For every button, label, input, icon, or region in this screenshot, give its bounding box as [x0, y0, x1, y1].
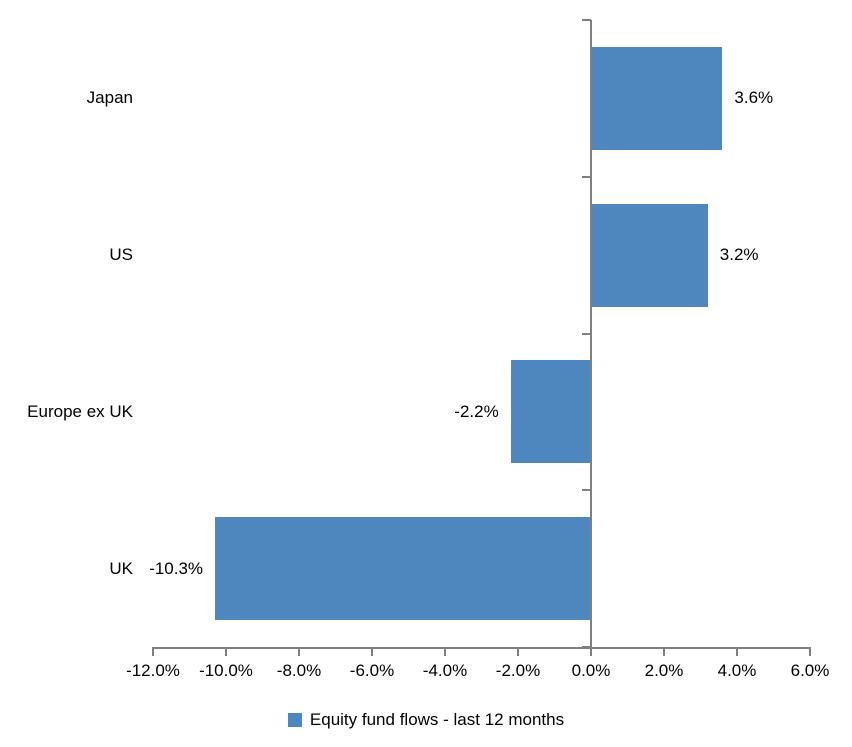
- x-tick-label: -6.0%: [349, 661, 395, 680]
- x-tick-label: -10.0%: [199, 661, 253, 680]
- bar-uk: [215, 517, 591, 621]
- category-label-us: US: [109, 245, 133, 265]
- bar-europe-ex-uk: [510, 360, 591, 464]
- category-axis-tick: [582, 489, 591, 492]
- x-tick-label: -4.0%: [422, 661, 468, 680]
- legend-swatch: [287, 713, 302, 727]
- x-tick-label: 0.0%: [571, 661, 611, 680]
- x-tick-label: -12.0%: [126, 661, 180, 680]
- x-axis-tick: [298, 647, 300, 656]
- category-axis-tick: [582, 332, 591, 335]
- x-axis-tick: [152, 647, 154, 656]
- bar-japan: [591, 46, 723, 150]
- data-label-us: 3.2%: [719, 245, 759, 265]
- category-label-uk: UK: [109, 558, 133, 578]
- data-label-europe-ex-uk: -2.2%: [454, 401, 499, 421]
- bar-us: [591, 203, 708, 307]
- x-tick-label: -2.0%: [495, 661, 541, 680]
- x-axis-tick: [371, 647, 373, 656]
- x-axis-tick: [809, 647, 811, 656]
- legend-label: Equity fund flows - last 12 months: [309, 710, 565, 729]
- x-tick-label: 6.0%: [790, 661, 830, 680]
- x-tick-label: -8.0%: [276, 661, 322, 680]
- x-axis-tick: [517, 647, 519, 656]
- category-axis-line: [590, 20, 592, 647]
- x-axis-tick: [225, 647, 227, 656]
- x-tick-label: 4.0%: [717, 661, 757, 680]
- x-axis-tick: [663, 647, 665, 656]
- value-axis-line: [152, 647, 811, 649]
- x-axis-tick: [590, 647, 592, 656]
- data-label-japan: 3.6%: [734, 88, 774, 108]
- legend: Equity fund flows - last 12 months: [0, 708, 852, 732]
- data-label-uk: -10.3%: [149, 558, 204, 578]
- category-label-europe-ex-uk: Europe ex UK: [27, 401, 133, 421]
- category-axis-tick: [582, 19, 591, 21]
- category-label-japan: Japan: [86, 88, 133, 108]
- x-axis-tick: [444, 647, 446, 656]
- x-tick-label: 2.0%: [644, 661, 684, 680]
- x-axis-tick: [736, 647, 738, 656]
- category-axis-tick: [582, 175, 591, 178]
